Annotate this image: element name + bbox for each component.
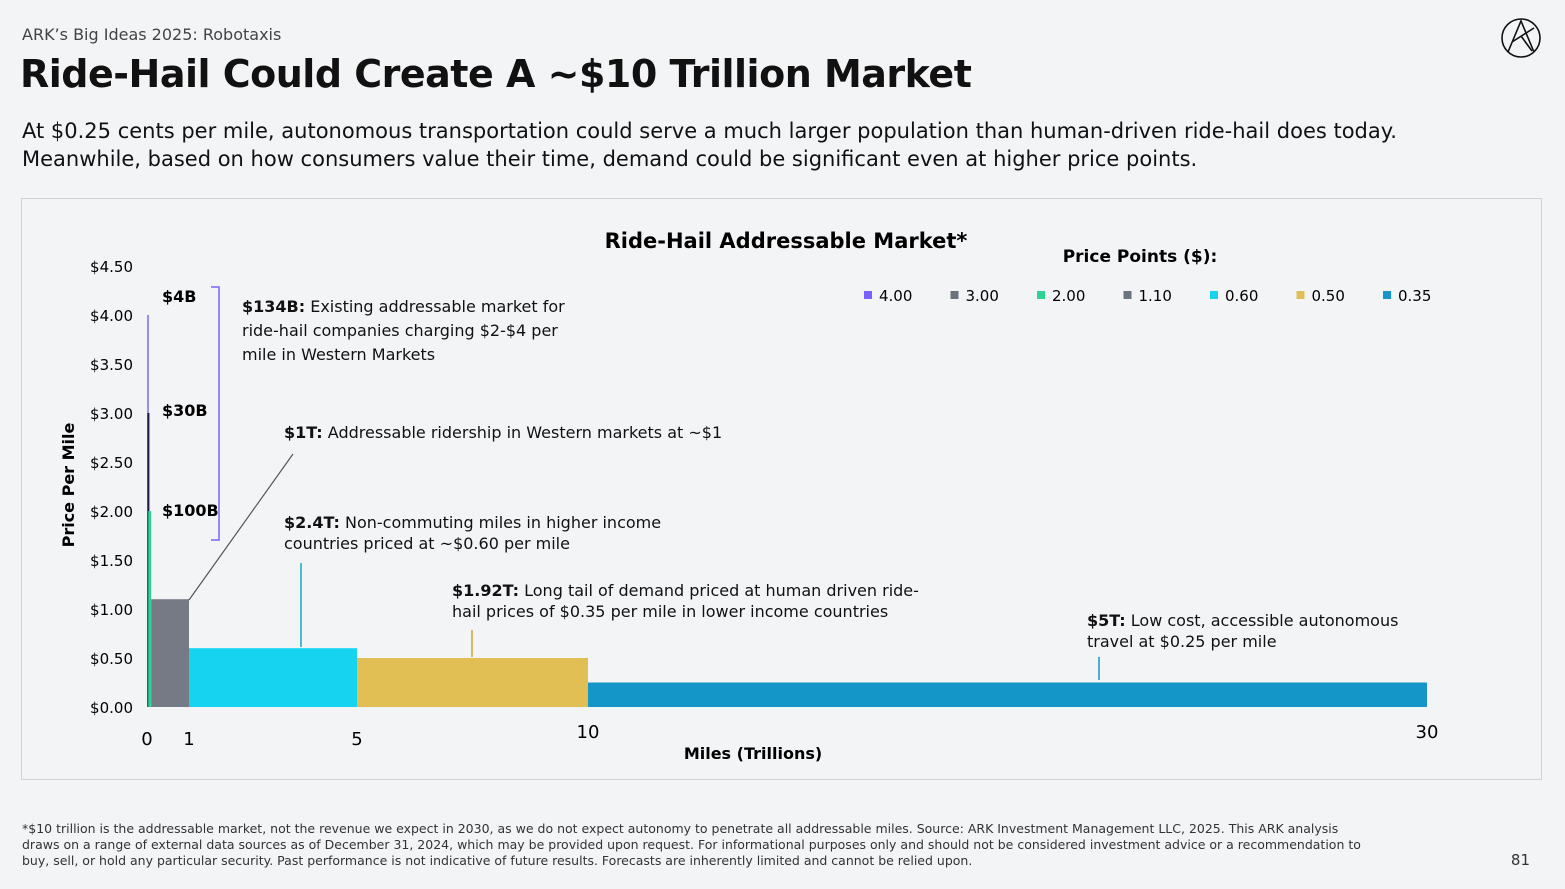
x-tick-label: 10 [577, 722, 600, 743]
annotation-bold: $134B: [242, 297, 306, 316]
bar [148, 511, 152, 707]
annotation-text: Long tail of demand priced at human driv… [452, 581, 919, 621]
bracket [211, 286, 220, 541]
chart-title: Ride-Hail Addressable Market* [605, 229, 968, 253]
legend-swatch [1296, 291, 1305, 299]
legend-title: Price Points ($): [1063, 247, 1218, 267]
annotation-bold: $5T: [1087, 611, 1126, 630]
footnote: *$10 trillion is the addressable market,… [22, 821, 1361, 868]
legend-swatch [864, 291, 872, 299]
bar [151, 599, 189, 707]
y-tick-label: $4.50 [90, 258, 133, 276]
legend-label: 4.00 [879, 287, 912, 305]
y-tick-label: $2.50 [90, 454, 133, 472]
y-tick-label: $1.00 [90, 601, 133, 619]
x-tick-label: 1 [183, 729, 194, 750]
x-tick-label: 5 [351, 729, 362, 750]
annotation-text: Non-commuting miles in higher income cou… [284, 513, 662, 553]
legend-label: 3.00 [966, 287, 999, 305]
legend-swatch [950, 291, 959, 299]
legend-label: 2.00 [1052, 287, 1085, 305]
y-axis-label: Price Per Mile [59, 422, 78, 547]
annotation-bold: $2.4T: [284, 513, 340, 532]
annotation-134b: $134B: Existing addressable market for r… [242, 295, 592, 367]
y-tick-label: $1.50 [90, 552, 133, 570]
bar [357, 658, 588, 707]
annotation-1t: $1T: Addressable ridership in Western ma… [284, 421, 784, 445]
page-number: 81 [1510, 851, 1530, 869]
annotation-5t: $5T: Low cost, accessible autonomous tra… [1087, 610, 1407, 652]
y-tick-label: $0.00 [90, 699, 133, 717]
legend-swatch [1383, 291, 1391, 299]
leader-line [188, 453, 294, 601]
annotation-bold: $1T: [284, 423, 323, 442]
legend-swatch [1123, 291, 1132, 299]
annotation-text: Addressable ridership in Western markets… [322, 423, 723, 442]
subtitle: At $0.25 cents per mile, autonomous tran… [22, 119, 1397, 171]
annotation-text: Low cost, accessible autonomous travel a… [1087, 611, 1399, 651]
kicker: ARK’s Big Ideas 2025: Robotaxis [22, 25, 282, 44]
annotation-bold: $1.92T: [452, 581, 520, 600]
bar-label: $30B [162, 401, 208, 420]
y-tick-label: $0.50 [90, 650, 133, 668]
y-tick-label: $3.00 [90, 405, 133, 423]
bar-label: $100B [162, 501, 219, 520]
bar [189, 648, 357, 707]
x-tick-label: 30 [1416, 722, 1439, 743]
y-tick-label: $4.00 [90, 307, 133, 325]
annotation-text: Existing addressable market for ride-hai… [242, 297, 565, 364]
legend-swatch [1037, 291, 1045, 299]
annotation-2-4t: $2.4T: Non-commuting miles in higher inc… [284, 512, 674, 554]
annotation-1-92t: $1.92T: Long tail of demand priced at hu… [452, 580, 922, 622]
legend-label: 0.60 [1225, 287, 1258, 305]
ark-logo-icon [1501, 18, 1541, 58]
legend-label: 0.50 [1312, 287, 1345, 305]
legend-label: 0.35 [1398, 287, 1431, 305]
x-tick-label: 0 [141, 729, 152, 750]
y-tick-label: $3.50 [90, 356, 133, 374]
y-tick-label: $2.00 [90, 503, 133, 521]
legend-swatch [1210, 291, 1218, 299]
legend-label: 1.10 [1139, 287, 1172, 305]
x-axis-label: Miles (Trillions) [684, 744, 822, 763]
bar [588, 682, 1427, 707]
page-title: Ride-Hail Could Create A ~$10 Trillion M… [20, 52, 972, 96]
bar-label: $4B [162, 287, 196, 306]
